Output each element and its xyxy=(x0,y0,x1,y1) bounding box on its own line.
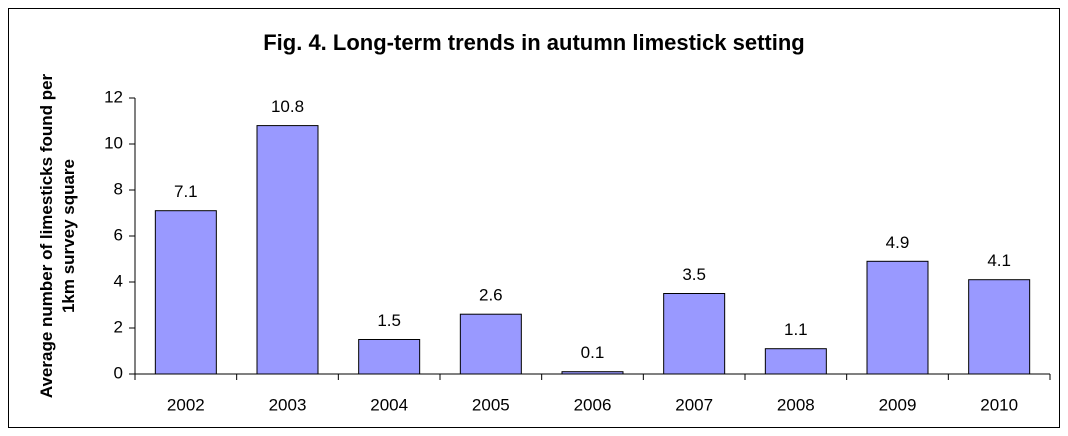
y-tick-label: 4 xyxy=(114,271,123,290)
bar xyxy=(459,313,522,375)
x-tick-label: 2009 xyxy=(879,395,917,414)
data-label: 10.8 xyxy=(271,97,304,116)
data-label: 1.5 xyxy=(377,311,401,330)
data-label: 2.6 xyxy=(479,286,503,305)
y-tick-label: 10 xyxy=(104,133,123,152)
bar xyxy=(764,348,827,375)
x-tick-label: 2006 xyxy=(574,395,612,414)
data-label: 3.5 xyxy=(682,265,706,284)
x-tick-label: 2004 xyxy=(370,395,408,414)
x-tick-label: 2003 xyxy=(269,395,307,414)
bar xyxy=(358,339,421,375)
data-label: 4.1 xyxy=(987,251,1011,270)
bar xyxy=(154,210,217,375)
x-tick-label: 2007 xyxy=(675,395,713,414)
x-tick-label: 2002 xyxy=(167,395,205,414)
bar xyxy=(561,371,624,375)
y-tick-label: 2 xyxy=(114,317,123,336)
y-tick-label: 0 xyxy=(114,363,123,382)
x-tick-label: 2010 xyxy=(980,395,1018,414)
x-tick-label: 2008 xyxy=(777,395,815,414)
data-label: 4.9 xyxy=(886,233,910,252)
bar xyxy=(256,125,319,375)
bar xyxy=(663,293,726,375)
x-tick-label: 2005 xyxy=(472,395,510,414)
data-label: 1.1 xyxy=(784,320,808,339)
bar xyxy=(968,279,1031,375)
bar xyxy=(866,260,929,375)
data-label: 0.1 xyxy=(581,343,605,362)
y-tick-label: 6 xyxy=(114,225,123,244)
chart-title: Fig. 4. Long-term trends in autumn limes… xyxy=(263,30,805,55)
y-tick-label: 8 xyxy=(114,179,123,198)
y-axis-label: Average number of limesticks found per 1… xyxy=(37,73,78,399)
y-tick-label: 12 xyxy=(104,87,123,106)
data-label: 7.1 xyxy=(174,182,198,201)
